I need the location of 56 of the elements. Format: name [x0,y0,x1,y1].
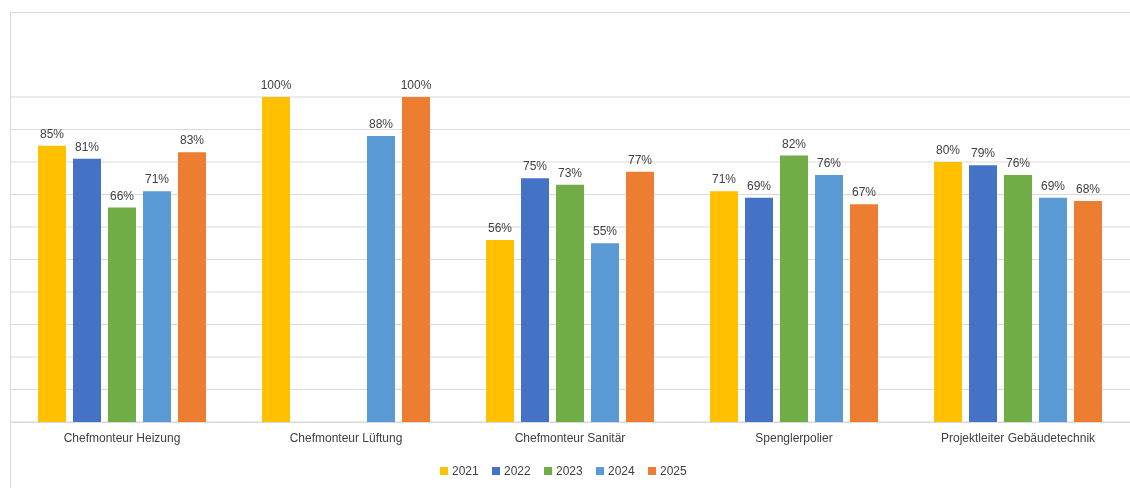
x-tick-label: Projektleiter Gebäudetechnik [940,430,1097,445]
data-label: 56% [487,221,513,235]
bar [38,145,66,422]
bar [850,204,878,422]
bar [143,191,171,422]
bar [486,240,514,422]
bar [710,191,738,422]
bar [591,243,619,422]
data-label: 71% [144,172,170,187]
data-label: 76% [1005,156,1031,170]
x-tick-label: Chefmonteur Heizung [63,430,181,445]
data-label: 100% [260,78,292,92]
bar [626,171,654,422]
data-label: 67% [851,185,877,200]
legend-label: 2024 [608,464,636,478]
bar [934,162,962,422]
bar [1004,175,1032,422]
bar [1039,197,1067,422]
data-label: 88% [368,117,394,131]
data-label: 80% [935,143,961,157]
bar [262,97,290,422]
bar [108,207,136,422]
data-label: 83% [179,133,205,148]
data-label: 71% [711,172,737,187]
data-label: 81% [74,139,100,154]
data-label: 68% [1075,182,1101,196]
data-label: 100% [400,78,432,92]
bar [556,184,584,422]
legend-label: 2022 [504,464,532,478]
bar [402,97,430,422]
x-tick-label: Chefmonteur Lüftung [289,430,403,445]
data-label: 82% [781,136,807,151]
x-tick-label: Chefmonteur Sanitär [514,430,626,445]
data-label: 77% [627,152,653,167]
data-label: 73% [557,165,583,180]
bar [745,197,773,422]
data-label: 55% [592,224,618,239]
bar [1074,201,1102,422]
bar [780,155,808,422]
data-label: 76% [816,156,842,170]
bar [969,165,997,422]
bar [178,152,206,422]
bar [815,175,843,422]
data-label: 69% [1040,178,1066,193]
legend-label: 2025 [660,464,688,478]
legend-label: 2021 [452,464,480,478]
data-label: 75% [522,159,548,174]
x-tick-label: Spenglerpolier [755,430,833,445]
legend-label: 2023 [556,464,584,478]
data-label: 69% [746,178,772,193]
data-label: 85% [39,126,65,141]
bar [367,136,395,422]
bar [521,178,549,422]
data-label: 79% [970,146,996,161]
bar [73,158,101,422]
data-label: 66% [109,188,135,203]
